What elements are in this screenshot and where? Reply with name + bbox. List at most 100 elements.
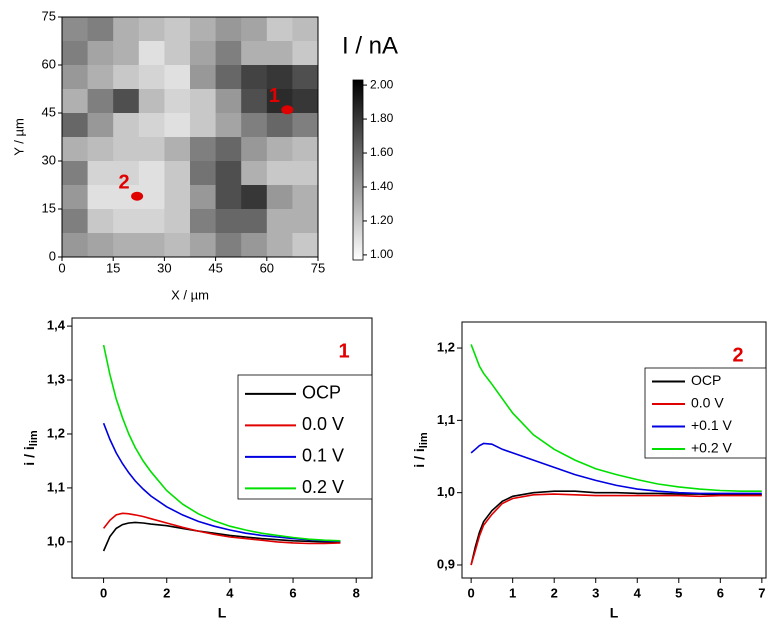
heatmap-cell (215, 137, 242, 162)
y-axis-label-sub: lim (418, 432, 430, 448)
heatmap-cell (241, 41, 268, 66)
heatmap-cell (164, 17, 191, 42)
heatmap-cell (190, 113, 217, 138)
heatmap-cell (164, 41, 191, 66)
heatmap-cell (215, 113, 242, 138)
heatmap-cell (138, 41, 165, 66)
heatmap-cell (138, 233, 165, 258)
heatmap-cell (87, 209, 114, 234)
heatmap-cell (292, 233, 319, 258)
y-tick-label: 0 (49, 248, 56, 263)
plot-frame (61, 16, 319, 258)
heatmap-cell (190, 233, 217, 258)
heatmap-cell (266, 161, 293, 186)
heatmap-cell (62, 137, 89, 162)
x-axis-label: X / µm (171, 287, 209, 302)
heatmap-cell (138, 185, 165, 210)
heatmap-cell (87, 41, 114, 66)
legend-label: 0.0 V (691, 395, 724, 411)
heatmap-cell (215, 209, 242, 234)
heatmap-cell (292, 137, 319, 162)
heatmap-cell (190, 137, 217, 162)
legend-box (237, 374, 373, 500)
y-tick-label: 1,0 (47, 533, 65, 548)
legend-label: 0.1 V (302, 446, 344, 466)
y-tick-label: 15 (42, 200, 56, 215)
heatmap-cell (113, 209, 140, 234)
y-axis-label: i / ilim (21, 430, 40, 466)
y-axis-label: i / ilim (411, 432, 430, 468)
colorbar-tick-label: 1.20 (370, 213, 394, 227)
heatmap-cell (292, 185, 319, 210)
y-tick-label: 0,9 (437, 556, 455, 571)
series-line (470, 442, 762, 495)
heatmap-cell (241, 185, 268, 210)
colorbar-tick-label: 2.00 (370, 77, 394, 91)
heatmap-cell (87, 113, 114, 138)
heatmap-cell (266, 17, 293, 42)
y-tick-label: 75 (42, 8, 56, 23)
heatmap-cell (138, 113, 165, 138)
heatmap-cell (164, 137, 191, 162)
y-tick-label: 1,3 (47, 371, 65, 386)
heatmap-cell (138, 89, 165, 114)
legend-label: +0.2 V (691, 440, 733, 456)
colorbar (352, 79, 364, 261)
x-tick-label: 0 (58, 260, 65, 275)
heatmap-cell (241, 137, 268, 162)
heatmap-cell (215, 161, 242, 186)
heatmap-cell (215, 17, 242, 42)
heatmap-cell (190, 161, 217, 186)
x-tick-label: 7 (758, 585, 765, 600)
heatmap-cell (87, 161, 114, 186)
heatmap-cell (241, 89, 268, 114)
y-tick-label: 1,1 (437, 412, 455, 427)
colorbar-tick-label: 1.00 (370, 247, 394, 261)
heatmap-cell (292, 41, 319, 66)
heatmap-cell (266, 113, 293, 138)
x-axis-label: L (610, 605, 619, 621)
heatmap-cell (164, 185, 191, 210)
x-tick-label: 15 (106, 260, 120, 275)
y-tick-label: 1,2 (437, 339, 455, 354)
heatmap-cell (62, 209, 89, 234)
x-tick-label: 3 (592, 585, 599, 600)
y-tick-label: 30 (42, 152, 56, 167)
heatmap-cell (292, 113, 319, 138)
heatmap-cell (138, 65, 165, 90)
colorbar-label: I / nA (342, 32, 398, 59)
heatmap-cell (138, 209, 165, 234)
heatmap-cell (266, 185, 293, 210)
heatmap-cell (215, 233, 242, 258)
y-tick-label: 1,4 (47, 318, 66, 333)
legend-label: +0.1 V (691, 417, 733, 433)
series-line (470, 344, 762, 492)
heatmap-cell (113, 89, 140, 114)
heatmap-cell (215, 41, 242, 66)
heatmap-cell (190, 185, 217, 210)
heatmap-cell (215, 185, 242, 210)
marker-point (131, 191, 144, 201)
heatmap-cell (138, 17, 165, 42)
heatmap-cell (62, 113, 89, 138)
x-tick-label: 2 (551, 585, 558, 600)
heatmap-cell (62, 233, 89, 258)
heatmap-cell (215, 89, 242, 114)
heatmap-cell (266, 137, 293, 162)
heatmap-cell (62, 89, 89, 114)
heatmap-cell (292, 17, 319, 42)
x-tick-label: 0 (100, 585, 107, 600)
legend-label: 0.2 V (302, 477, 344, 497)
point-label: 2 (119, 171, 130, 193)
legend-box (644, 367, 767, 459)
heatmap-cell (87, 65, 114, 90)
x-tick-label: 6 (289, 585, 296, 600)
heatmap-cell (113, 137, 140, 162)
y-axis-label-sub: lim (28, 430, 40, 446)
y-tick-label: 60 (42, 56, 56, 71)
series-line (102, 521, 341, 552)
heatmap-cell (62, 17, 89, 42)
y-axis-label-main: i / i (411, 448, 427, 467)
heatmap-cell (292, 161, 319, 186)
